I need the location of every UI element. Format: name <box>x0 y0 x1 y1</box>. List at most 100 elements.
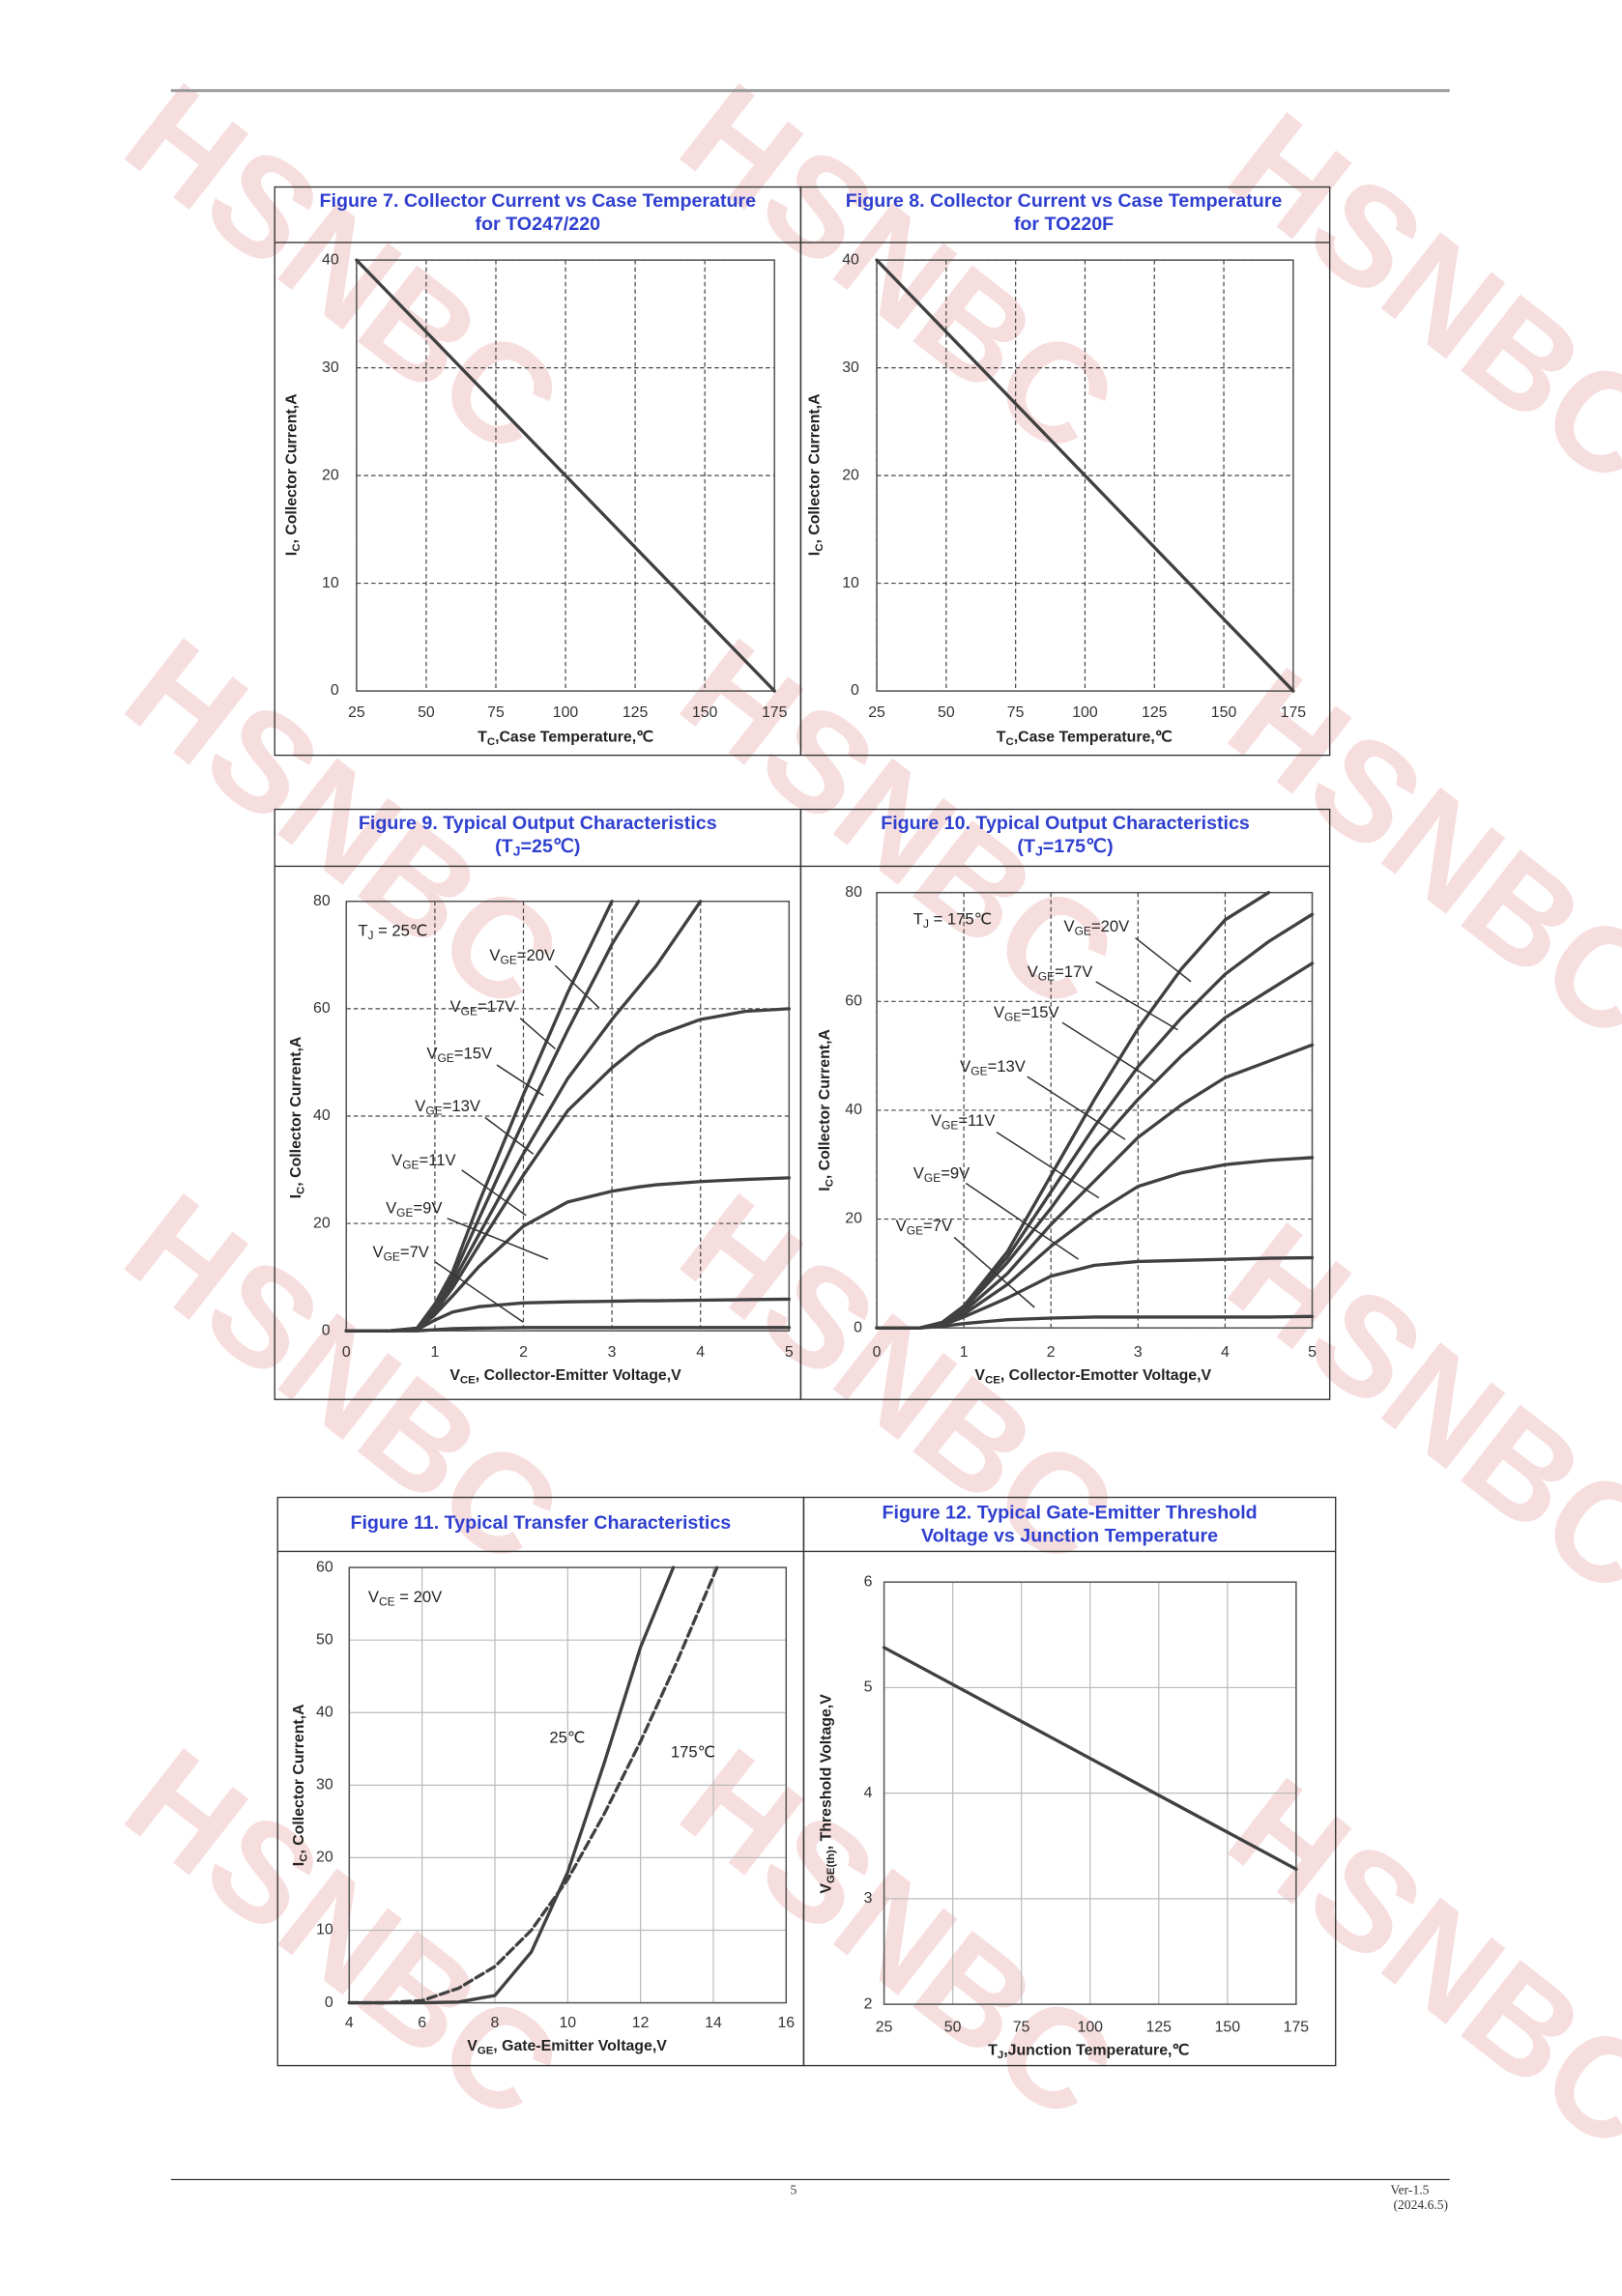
y-tick-label: 10 <box>322 575 339 591</box>
panel-frame <box>799 808 1331 1400</box>
text-part: I <box>291 1862 307 1866</box>
subscript: GE(th) <box>825 1850 837 1883</box>
text-part: =17V <box>478 997 515 1016</box>
x-tick-label: 125 <box>1142 704 1168 721</box>
text-part: , Collector Current,A <box>817 1029 833 1180</box>
series-line <box>344 1297 791 1333</box>
text-part: V <box>960 1057 970 1076</box>
chart-title: Figure 8. Collector Current vs Case Temp… <box>846 190 1283 212</box>
text-part: = 20V <box>395 1588 442 1606</box>
label-leader <box>519 1018 556 1049</box>
series-label: VGE=7V <box>372 1243 428 1263</box>
subscript: GE <box>1075 925 1091 938</box>
text-part: T <box>988 2043 998 2059</box>
subscript: J <box>998 2050 1003 2061</box>
x-tick-label: 0 <box>873 1344 882 1361</box>
x-tick-label: 175 <box>1284 2019 1310 2035</box>
y-axis-label: IC, Collector Current,A <box>291 1704 309 1866</box>
text-part: =13V <box>988 1057 1026 1076</box>
x-tick-label: 25 <box>348 704 365 721</box>
chart-title: Figure 9. Typical Output Characteristics <box>359 813 717 834</box>
text-part: =9V <box>941 1164 970 1183</box>
subscript: J <box>1035 843 1043 858</box>
text-part: , Threshold Voltage,V <box>819 1694 835 1850</box>
x-tick-label: 8 <box>491 2015 500 2031</box>
x-axis-label: TC,Case Temperature,℃ <box>478 730 653 748</box>
text-part: T <box>997 730 1006 746</box>
text-part: T <box>913 910 923 929</box>
x-tick-label: 4 <box>696 1344 705 1361</box>
series-label: 25℃ <box>549 1728 585 1746</box>
x-tick-label: 175 <box>762 704 788 721</box>
text-part: V <box>386 1199 396 1218</box>
series-label: VGE=17V <box>1028 962 1093 983</box>
text-part: (T <box>1017 836 1035 857</box>
chart-title: for TO220F <box>1014 214 1114 235</box>
text-part: =15V <box>1021 1004 1058 1022</box>
y-tick-label: 0 <box>322 1322 331 1338</box>
text-part: =7V <box>923 1217 952 1235</box>
label-leader <box>435 1261 524 1323</box>
watermark: HSNBC <box>99 53 588 483</box>
x-tick-label: 50 <box>944 2019 962 2035</box>
subscript: C <box>291 544 303 552</box>
watermark: HSNBC <box>1202 638 1622 1068</box>
subscript: GE <box>1038 970 1055 984</box>
subscript: GE <box>924 1171 941 1185</box>
watermark: HSNBC <box>99 1719 588 2149</box>
y-axis-label: VGE(th), Threshold Voltage,V <box>819 1694 837 1894</box>
subscript: GE <box>384 1250 400 1264</box>
x-tick-label: 14 <box>705 2015 722 2031</box>
x-tick-label: 5 <box>785 1344 794 1361</box>
x-tick-label: 100 <box>1072 704 1098 721</box>
label-leader <box>996 1131 1100 1199</box>
x-tick-label: 16 <box>777 2015 795 2031</box>
plot-frame <box>345 900 791 1332</box>
version: Ver-1.5 <box>1390 2183 1429 2197</box>
text-part: I <box>817 1187 833 1191</box>
text-part: , Gate-Emitter Voltage,V <box>493 2038 667 2054</box>
watermark: HSNBC <box>1202 1748 1622 2178</box>
subscript: J <box>513 843 521 858</box>
series-label: VGE=17V <box>450 997 516 1018</box>
x-tick-label: 1 <box>430 1344 439 1361</box>
y-tick-label: 50 <box>316 1631 333 1648</box>
text-part: T <box>358 922 367 940</box>
label-leader <box>1061 1021 1155 1082</box>
x-tick-label: 150 <box>692 704 718 721</box>
subscript: C <box>814 544 825 552</box>
text-part: =17V <box>1055 962 1092 981</box>
label-leader <box>1135 936 1192 983</box>
series-line <box>347 1565 719 2005</box>
series-label: VGE=15V <box>426 1045 492 1065</box>
panel-frame <box>799 186 1331 757</box>
y-tick-label: 60 <box>845 992 862 1009</box>
y-tick-label: 0 <box>851 682 859 699</box>
text-part: =175℃) <box>1043 836 1114 857</box>
subscript: GE <box>478 2045 494 2056</box>
series-label: 175℃ <box>671 1742 715 1761</box>
x-tick-label: 3 <box>1134 1344 1143 1361</box>
label-leader <box>496 1064 544 1097</box>
text-part: =11V <box>958 1111 995 1130</box>
text-part: V <box>819 1883 835 1894</box>
y-tick-label: 40 <box>842 251 859 268</box>
y-tick-label: 4 <box>864 1785 873 1801</box>
text-part: V <box>913 1164 924 1183</box>
x-tick-label: 4 <box>345 2015 354 2031</box>
series-line <box>882 1646 1298 1871</box>
chart-title: Figure 11. Typical Transfer Characterist… <box>350 1512 731 1534</box>
version-date: (2024.6.5) <box>1393 2197 1448 2213</box>
subscript: GE <box>941 1119 958 1133</box>
x-tick-label: 2 <box>1047 1344 1056 1361</box>
text-part: V <box>415 1097 425 1115</box>
y-tick-label: 20 <box>313 1215 331 1231</box>
plot-frame <box>883 1581 1297 2005</box>
y-tick-label: 3 <box>864 1890 873 1907</box>
x-tick-label: 25 <box>868 704 885 721</box>
x-tick-label: 150 <box>1215 2019 1241 2035</box>
y-tick-label: 80 <box>845 884 862 901</box>
text-part: ,Junction Temperature,℃ <box>1003 2043 1189 2059</box>
page-number: 5 <box>790 2183 797 2197</box>
